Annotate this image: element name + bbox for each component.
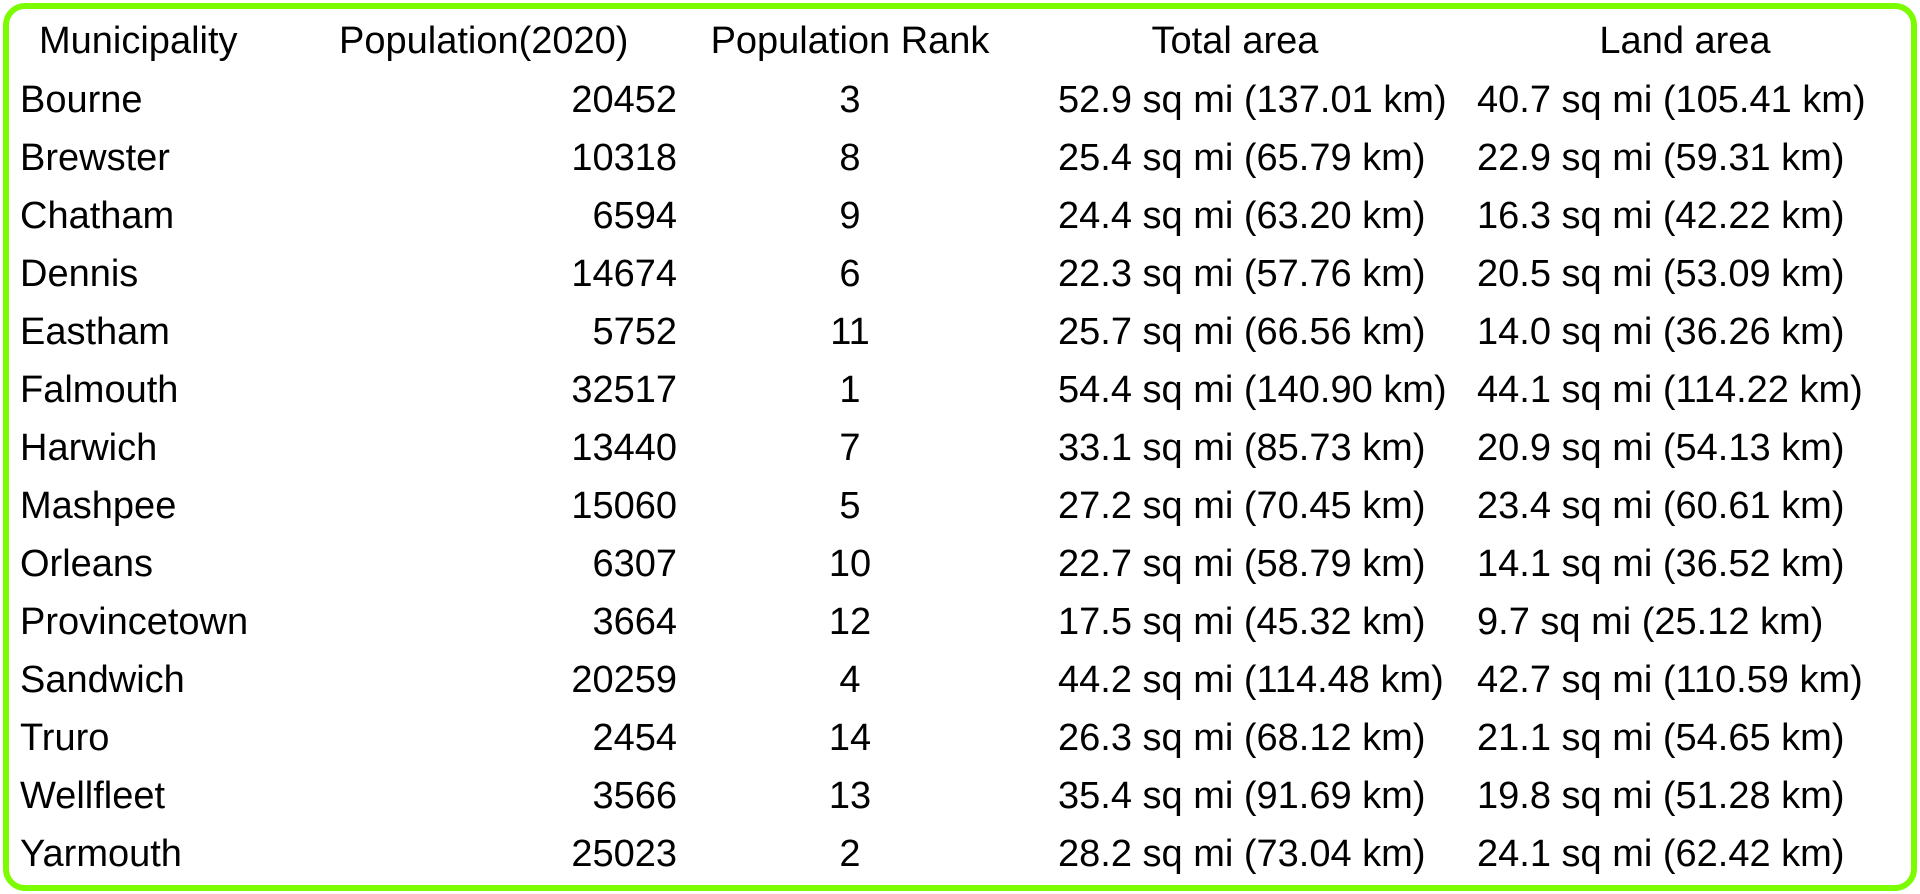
- cell-land-area: 9.7 sq mi (25.12 km): [1477, 601, 1824, 643]
- cell-population-rank: 4: [839, 659, 861, 701]
- column-header-population-rank: Population Rank: [710, 20, 990, 62]
- cell-population-rank: 13: [828, 775, 872, 817]
- column-header-population: Population(2020): [339, 20, 629, 62]
- cell-population: 5752: [592, 311, 677, 353]
- table-row: Falmouth 32517 1 54.4 sq mi (140.90 km) 44.1…: [9, 361, 1915, 419]
- cell-municipality: Eastham: [20, 311, 170, 353]
- table-row: Chatham 6594 9 24.4 sq mi (63.20 km) 16.3 sq…: [9, 187, 1915, 245]
- cell-population: 13440: [571, 427, 677, 469]
- cell-land-area: 16.3 sq mi (42.22 km): [1477, 195, 1845, 237]
- column-header-land-area: Land area: [1599, 20, 1771, 62]
- cell-land-area: 40.7 sq mi (105.41 km): [1477, 79, 1866, 121]
- cell-land-area: 20.5 sq mi (53.09 km): [1477, 253, 1845, 295]
- cell-total-area: 35.4 sq mi (91.69 km): [1058, 775, 1426, 817]
- cell-land-area: 42.7 sq mi (110.59 km): [1477, 659, 1863, 701]
- table-body: Bourne 20452 3 52.9 sq mi (137.01 km) 40.7 s…: [9, 71, 1915, 883]
- table-row: Yarmouth 25023 2 28.2 sq mi (73.04 km) 24.1 …: [9, 825, 1915, 883]
- table-row: Wellfleet 3566 13 35.4 sq mi (91.69 km) 19.8…: [9, 767, 1915, 825]
- cell-municipality: Brewster: [20, 137, 170, 179]
- cell-municipality: Harwich: [20, 427, 158, 469]
- table-row: Bourne 20452 3 52.9 sq mi (137.01 km) 40.7 s…: [9, 71, 1915, 129]
- cell-total-area: 25.4 sq mi (65.79 km): [1058, 137, 1426, 179]
- cell-total-area: 52.9 sq mi (137.01 km): [1058, 79, 1447, 121]
- table-row: Orleans 6307 10 22.7 sq mi (58.79 km) 14.1 s…: [9, 535, 1915, 593]
- cell-land-area: 24.1 sq mi (62.42 km): [1477, 833, 1845, 875]
- cell-population-rank: 6: [839, 253, 861, 295]
- table-row: Brewster 10318 8 25.4 sq mi (65.79 km) 22.9 …: [9, 129, 1915, 187]
- table-row: Eastham 5752 11 25.7 sq mi (66.56 km) 14.0 s…: [9, 303, 1915, 361]
- cell-population: 32517: [571, 369, 677, 411]
- cell-municipality: Bourne: [20, 79, 143, 121]
- cell-population: 25023: [571, 833, 677, 875]
- table-row: Sandwich 20259 4 44.2 sq mi (114.48 km) 42.7…: [9, 651, 1915, 709]
- cell-total-area: 25.7 sq mi (66.56 km): [1058, 311, 1426, 353]
- cell-total-area: 26.3 sq mi (68.12 km): [1058, 717, 1426, 759]
- column-header-total-area: Total area: [1151, 20, 1319, 62]
- cell-population-rank: 1: [839, 369, 861, 411]
- table-frame: Municipality Population(2020) Population…: [3, 3, 1917, 891]
- cell-population: 14674: [571, 253, 677, 295]
- header-row: Municipality Population(2020) Population…: [9, 9, 1915, 71]
- cell-land-area: 14.0 sq mi (36.26 km): [1477, 311, 1845, 353]
- cell-municipality: Orleans: [20, 543, 154, 585]
- cell-population-rank: 9: [839, 195, 861, 237]
- cell-population-rank: 5: [839, 485, 861, 527]
- cell-population-rank: 11: [830, 311, 870, 353]
- cell-land-area: 21.1 sq mi (54.65 km): [1477, 717, 1845, 759]
- cell-population-rank: 12: [828, 601, 872, 643]
- cell-total-area: 17.5 sq mi (45.32 km): [1058, 601, 1426, 643]
- cell-population: 20259: [571, 659, 677, 701]
- table-row: Truro 2454 14 26.3 sq mi (68.12 km) 21.1 sq …: [9, 709, 1915, 767]
- cell-population-rank: 10: [828, 543, 872, 585]
- cell-total-area: 54.4 sq mi (140.90 km): [1058, 369, 1447, 411]
- cell-municipality: Yarmouth: [20, 833, 182, 875]
- cell-population-rank: 7: [839, 427, 861, 469]
- cell-municipality: Wellfleet: [20, 775, 166, 817]
- table-row: Provincetown 3664 12 17.5 sq mi (45.32 km) 9…: [9, 593, 1915, 651]
- cell-land-area: 44.1 sq mi (114.22 km): [1477, 369, 1863, 411]
- cell-municipality: Dennis: [20, 253, 139, 295]
- table-row: Mashpee 15060 5 27.2 sq mi (70.45 km) 23.4 s…: [9, 477, 1915, 535]
- cell-population: 15060: [571, 485, 677, 527]
- cell-municipality: Chatham: [20, 195, 175, 237]
- cell-total-area: 27.2 sq mi (70.45 km): [1058, 485, 1426, 527]
- cell-municipality: Truro: [20, 717, 110, 759]
- cell-land-area: 14.1 sq mi (36.52 km): [1477, 543, 1845, 585]
- cell-municipality: Falmouth: [20, 369, 179, 411]
- table-row: Harwich 13440 7 33.1 sq mi (85.73 km) 20.9 s…: [9, 419, 1915, 477]
- cell-population: 20452: [571, 79, 677, 121]
- cell-land-area: 22.9 sq mi (59.31 km): [1477, 137, 1845, 179]
- cell-municipality: Sandwich: [20, 659, 185, 701]
- cell-total-area: 22.7 sq mi (58.79 km): [1058, 543, 1426, 585]
- cell-population-rank: 3: [839, 79, 861, 121]
- cell-total-area: 24.4 sq mi (63.20 km): [1058, 195, 1426, 237]
- cell-land-area: 20.9 sq mi (54.13 km): [1477, 427, 1845, 469]
- cell-population: 6307: [592, 543, 677, 585]
- data-table: Municipality Population(2020) Population…: [9, 9, 1915, 883]
- cell-population: 10318: [571, 137, 677, 179]
- cell-population: 3566: [592, 775, 677, 817]
- cell-land-area: 19.8 sq mi (51.28 km): [1477, 775, 1845, 817]
- cell-population: 6594: [592, 195, 677, 237]
- cell-total-area: 28.2 sq mi (73.04 km): [1058, 833, 1426, 875]
- cell-population-rank: 14: [828, 717, 872, 759]
- cell-population: 2454: [592, 717, 677, 759]
- table-row: Dennis 14674 6 22.3 sq mi (57.76 km) 20.5 sq…: [9, 245, 1915, 303]
- cell-municipality: Mashpee: [20, 485, 177, 527]
- cell-total-area: 44.2 sq mi (114.48 km): [1058, 659, 1444, 701]
- cell-municipality: Provincetown: [20, 601, 249, 643]
- cell-population-rank: 8: [839, 137, 861, 179]
- cell-total-area: 22.3 sq mi (57.76 km): [1058, 253, 1426, 295]
- column-header-municipality: Municipality: [39, 20, 238, 62]
- cell-total-area: 33.1 sq mi (85.73 km): [1058, 427, 1426, 469]
- cell-population: 3664: [592, 601, 677, 643]
- cell-population-rank: 2: [839, 833, 861, 875]
- cell-land-area: 23.4 sq mi (60.61 km): [1477, 485, 1845, 527]
